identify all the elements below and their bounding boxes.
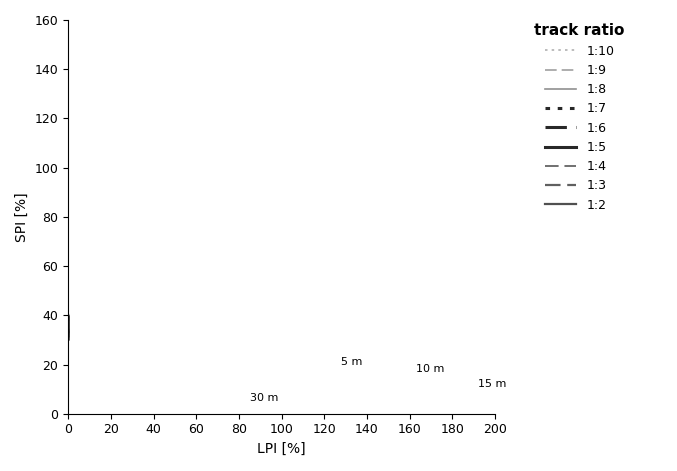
1:3 <box>64 316 72 322</box>
1:10 <box>64 314 72 319</box>
1:2 <box>64 325 72 331</box>
1:3 <box>64 312 72 318</box>
1:6 <box>64 326 72 332</box>
1:6 <box>64 335 72 341</box>
1:5 <box>64 330 72 336</box>
1:5 <box>64 326 72 332</box>
1:10 <box>64 327 72 333</box>
1:2 <box>64 333 72 339</box>
1:8 <box>64 319 72 325</box>
1:6 <box>64 313 72 319</box>
1:10 <box>64 331 72 337</box>
1:2 <box>64 314 72 320</box>
1:3 <box>64 334 72 340</box>
1:7 <box>64 314 72 319</box>
1:8 <box>64 327 72 333</box>
1:10 <box>64 337 72 343</box>
1:6 <box>64 337 72 343</box>
1:4 <box>64 325 72 331</box>
1:10 <box>64 320 72 325</box>
1:3 <box>64 328 72 334</box>
1:5 <box>64 326 72 332</box>
1:3 <box>64 337 72 343</box>
1:9 <box>64 331 72 337</box>
1:6 <box>64 327 72 333</box>
1:2 <box>64 320 72 326</box>
1:7 <box>64 327 72 333</box>
1:5 <box>64 334 72 340</box>
1:5 <box>64 313 72 319</box>
1:5 <box>64 337 72 343</box>
1:4 <box>64 329 72 335</box>
Text: 15 m: 15 m <box>478 379 506 389</box>
1:8 <box>64 331 72 336</box>
1:7 <box>64 337 72 343</box>
Legend: 1:10, 1:9, 1:8, 1:7, 1:6, 1:5, 1:4, 1:3, 1:2: 1:10, 1:9, 1:8, 1:7, 1:6, 1:5, 1:4, 1:3,… <box>529 18 630 217</box>
1:7 <box>64 327 72 333</box>
Text: 30 m: 30 m <box>250 393 278 403</box>
1:3 <box>64 334 72 340</box>
1:5 <box>64 335 72 341</box>
1:8 <box>64 314 72 319</box>
1:2 <box>64 311 72 317</box>
1:2 <box>64 320 72 326</box>
1:3 <box>64 324 72 329</box>
1:6 <box>64 331 72 336</box>
1:9 <box>64 335 72 341</box>
1:4 <box>64 334 72 340</box>
1:9 <box>64 327 72 333</box>
1:9 <box>64 327 72 333</box>
1:7 <box>64 335 72 341</box>
Text: 5 m: 5 m <box>341 357 363 367</box>
1:8 <box>64 337 72 343</box>
1:8 <box>64 327 72 333</box>
1:4 <box>64 313 72 318</box>
1:10 <box>64 335 72 341</box>
1:4 <box>64 337 72 343</box>
1:5 <box>64 318 72 324</box>
1:4 <box>64 317 72 323</box>
Y-axis label: SPI [%]: SPI [%] <box>15 192 29 242</box>
1:7 <box>64 331 72 336</box>
1:8 <box>64 335 72 341</box>
1:7 <box>64 319 72 325</box>
1:8 <box>64 335 72 341</box>
1:9 <box>64 337 72 343</box>
1:9 <box>64 314 72 319</box>
X-axis label: LPI [%]: LPI [%] <box>257 442 306 456</box>
1:10 <box>64 328 72 333</box>
1:2 <box>64 337 72 342</box>
1:4 <box>64 325 72 331</box>
1:4 <box>64 335 72 341</box>
Text: 10 m: 10 m <box>416 365 445 374</box>
1:9 <box>64 319 72 325</box>
1:6 <box>64 318 72 324</box>
1:10 <box>64 335 72 341</box>
1:2 <box>64 333 72 338</box>
1:3 <box>64 324 72 330</box>
1:6 <box>64 335 72 341</box>
1:9 <box>64 335 72 341</box>
1:7 <box>64 335 72 341</box>
